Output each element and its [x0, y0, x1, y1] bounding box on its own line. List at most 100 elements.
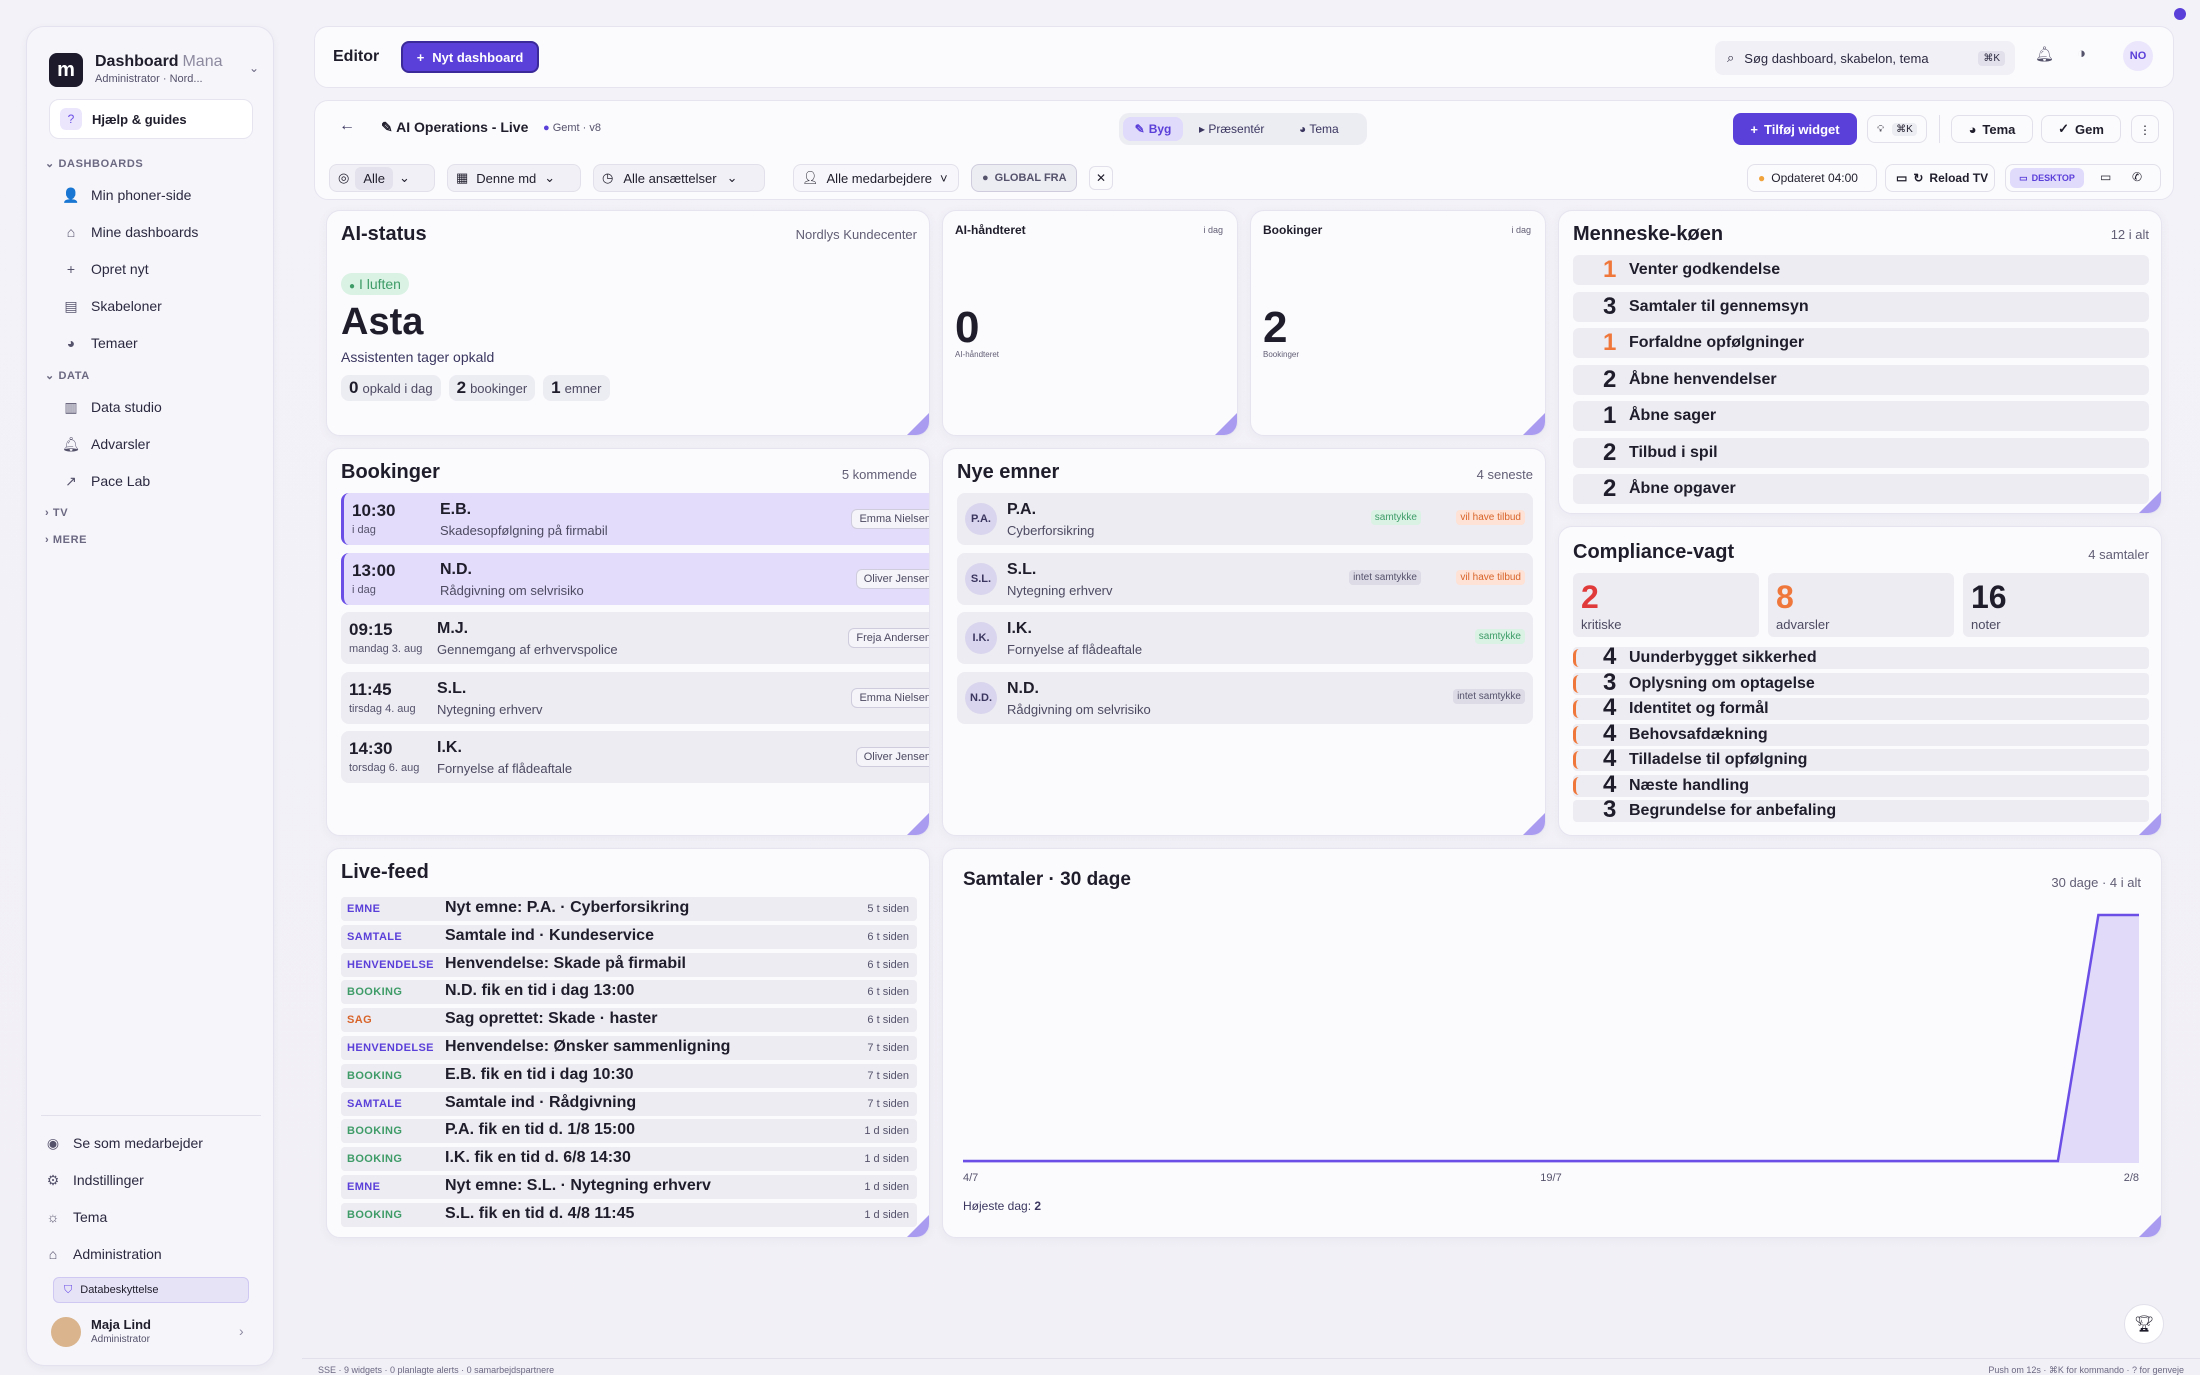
- sidebar-item-view-as-employee[interactable]: ◉ Se som medarbejder: [46, 1134, 203, 1152]
- global-filter-toggle[interactable]: ● GLOBAL FRA: [971, 164, 1077, 192]
- resize-handle[interactable]: [907, 1215, 929, 1237]
- lead-row[interactable]: I.K. I.K. Fornyelse af flådeaftale samtykke: [957, 612, 1533, 664]
- compliance-row[interactable]: 3 Oplysning om optagelse: [1573, 669, 2149, 696]
- help-button[interactable]: ? Hjælp & guides: [49, 99, 253, 139]
- filter-all[interactable]: ◎ Alle ⌄: [329, 164, 435, 192]
- compliance-row[interactable]: 4 Uunderbygget sikkerhed: [1573, 643, 2149, 670]
- resize-handle[interactable]: [2139, 491, 2161, 513]
- phone-icon[interactable]: ✆: [2132, 170, 2143, 184]
- back-arrow-icon[interactable]: ←: [339, 117, 355, 134]
- queue-row[interactable]: 2 Åbne henvendelser: [1573, 364, 2149, 395]
- sidebar-item-advarsler[interactable]: 🔔︎ Advarsler: [62, 435, 151, 453]
- device-desktop[interactable]: ▭ DESKTOP: [2010, 168, 2084, 188]
- tab-theme[interactable]: ◕ Tema: [1299, 122, 1339, 136]
- section-tv[interactable]: › TV: [45, 507, 69, 519]
- trophy-icon[interactable]: 🏆︎: [2124, 1304, 2164, 1344]
- reload-tv-button[interactable]: ▭ ↻ Reload TV: [1885, 164, 1995, 192]
- filter-employments[interactable]: ◷ Alle ansættelser ⌄: [593, 164, 765, 192]
- bell-icon: 🔔︎: [62, 435, 80, 452]
- save-button[interactable]: ✓ Gem: [2041, 115, 2121, 143]
- resize-handle[interactable]: [907, 813, 929, 835]
- brand-switcher[interactable]: Dashboard Mana Administrator · Nord...: [95, 53, 245, 85]
- queue-row[interactable]: 1 Åbne sager: [1573, 401, 2149, 431]
- booking-row[interactable]: 11:45 tirsdag 4. aug S.L. Nytegning erhverv…: [341, 671, 929, 724]
- queue-row[interactable]: 1 Forfaldne opfølgninger: [1573, 328, 2149, 358]
- feed-row[interactable]: SAMTALE Samtale ind · Kundeservice 6 t sid…: [341, 924, 917, 949]
- chevron-right-icon[interactable]: ›: [239, 1323, 244, 1339]
- booking-row[interactable]: 09:15 mandag 3. aug M.J. Gennemgang af erhv…: [341, 612, 929, 664]
- sidebar-item-data-studio[interactable]: ▥ Data studio: [64, 398, 162, 416]
- bell-icon[interactable]: 🔔︎: [2035, 46, 2055, 63]
- booking-row[interactable]: 10:30 i dag E.B. Skadesopfølgning på firmab…: [341, 493, 929, 545]
- sidebar-item-mine-dashboards[interactable]: ⌂ Mine dashboards: [63, 216, 263, 248]
- queue-row[interactable]: 2 Tilbud i spil: [1573, 437, 2149, 468]
- feed-row[interactable]: BOOKING I.K. fik en tid d. 6/8 14:30 1 d s…: [341, 1147, 917, 1172]
- tab-build[interactable]: ✎ Byg: [1123, 117, 1183, 141]
- sidebar-item-settings[interactable]: ⚙ Indstillinger: [46, 1171, 144, 1189]
- section-dashboards[interactable]: ⌄ DASHBOARDS: [45, 158, 144, 170]
- severity-marker: [1573, 725, 1579, 744]
- more-menu-icon[interactable]: ⋮: [2131, 115, 2159, 143]
- new-dashboard-button[interactable]: + Nyt dashboard: [401, 41, 539, 73]
- resize-handle[interactable]: [1523, 813, 1545, 835]
- feed-row[interactable]: BOOKING N.D. fik en tid i dag 13:00 6 t si…: [341, 980, 917, 1005]
- dashboard-name[interactable]: ✎ AI Operations - Live: [381, 119, 529, 135]
- card-period: i dag: [1203, 225, 1223, 235]
- feed-row[interactable]: BOOKING E.B. fik en tid i dag 10:30 7 t si…: [341, 1063, 917, 1088]
- theme-button[interactable]: ◕ Tema: [1951, 115, 2033, 143]
- filter-employees[interactable]: 👤︎ Alle medarbejdere ˅: [793, 164, 959, 192]
- tablet-icon[interactable]: ▭: [2100, 170, 2112, 184]
- dot-icon: ●: [982, 172, 989, 184]
- sidebar-item-theme[interactable]: ☼ Tema: [46, 1209, 108, 1225]
- assist-button[interactable]: 💡︎ ⌘K: [1867, 115, 1927, 143]
- compliance-row[interactable]: 4 Behovsafdækning: [1573, 720, 2149, 747]
- booking-row[interactable]: 13:00 i dag N.D. Rådgivning om selvrisiko Ol…: [341, 552, 929, 605]
- sidebar-item-opret-nyt[interactable]: + Opret nyt: [63, 253, 263, 285]
- search-input[interactable]: ⌕ Søg dashboard, skabelon, tema ⌘K: [1715, 41, 2015, 75]
- sidebar-item-skabeloner[interactable]: ▤ Skabeloner: [64, 297, 162, 315]
- chevron-down-icon[interactable]: ⌄: [249, 61, 260, 75]
- resize-handle[interactable]: [2139, 1215, 2161, 1237]
- clear-filter-icon[interactable]: ✕: [1089, 166, 1113, 190]
- contrast-icon[interactable]: ◑: [2077, 45, 2087, 62]
- sidebar-item-temaer[interactable]: ◕ Temaer: [63, 327, 263, 359]
- sidebar-item-pace-lab[interactable]: ↗ Pace Lab: [63, 465, 263, 497]
- compliance-row[interactable]: 4 Tilladelse til opfølgning: [1573, 745, 2149, 772]
- resize-handle[interactable]: [2139, 813, 2161, 835]
- resize-handle[interactable]: [1523, 413, 1545, 435]
- sidebar-item-min-phoner-side[interactable]: 👤 Min phoner-side: [62, 186, 192, 204]
- lead-row[interactable]: P.A. P.A. Cyberforsikring vil have tilbud sa…: [957, 493, 1533, 545]
- compliance-row[interactable]: 3 Begrundelse for anbefaling: [1573, 796, 2149, 823]
- privacy-badge[interactable]: ⛉ Databeskyttelse: [53, 1277, 249, 1303]
- queue-row[interactable]: 2 Åbne opgaver: [1573, 474, 2149, 504]
- queue-row[interactable]: 1 Venter godkendelse: [1573, 255, 2149, 285]
- feed-row[interactable]: SAG Sag oprettet: Skade · haster 6 t siden: [341, 1008, 917, 1033]
- compliance-row[interactable]: 4 Identitet og formål: [1573, 694, 2149, 721]
- lead-row[interactable]: N.D. N.D. Rådgivning om selvrisiko intet sa…: [957, 671, 1533, 724]
- feed-row[interactable]: HENVENDELSE Henvendelse: Ønsker sammenlig…: [341, 1036, 917, 1060]
- resize-handle[interactable]: [907, 413, 929, 435]
- section-more[interactable]: › MERE: [45, 534, 88, 546]
- booking-row[interactable]: 14:30 torsdag 6. aug I.K. Fornyelse af flåd…: [341, 731, 929, 783]
- feed-row[interactable]: BOOKING P.A. fik en tid d. 1/8 15:00 1 d s…: [341, 1119, 917, 1144]
- feed-row[interactable]: HENVENDELSE Henvendelse: Skade på firmabi…: [341, 952, 917, 977]
- tab-present[interactable]: ▸ Præsentér: [1199, 122, 1265, 136]
- feed-row[interactable]: EMNE Nyt emne: S.L. · Nytegning erhverv 1 …: [341, 1175, 917, 1199]
- lead-tag: intet samtykke: [1349, 569, 1421, 585]
- queue-row[interactable]: 3 Samtaler til gennemsyn: [1573, 291, 2149, 322]
- compliance-row[interactable]: 4 Næste handling: [1573, 771, 2149, 798]
- lead-name: N.D.: [1007, 679, 1039, 697]
- add-widget-button[interactable]: + Tilføj widget: [1733, 113, 1857, 145]
- stat-bookings: 2 bookinger: [448, 375, 536, 401]
- booking-desc: Skadesopfølgning på firmabil: [440, 523, 608, 538]
- sidebar-item-administration[interactable]: ⌂ Administration: [45, 1238, 245, 1270]
- lead-row[interactable]: S.L. S.L. Nytegning erhverv vil have tilbud…: [957, 552, 1533, 605]
- user-avatar[interactable]: NO: [2123, 41, 2153, 71]
- resize-handle[interactable]: [1215, 413, 1237, 435]
- feed-row[interactable]: SAMTALE Samtale ind · Rådgivning 7 t siden: [341, 1091, 917, 1116]
- section-data[interactable]: ⌄ DATA: [45, 370, 90, 382]
- severity-marker: [1573, 649, 1579, 667]
- feed-row[interactable]: EMNE Nyt emne: P.A. · Cyberforsikring 5 t …: [341, 897, 917, 921]
- feed-row[interactable]: BOOKING S.L. fik en tid d. 4/8 11:45 1 d s…: [341, 1202, 917, 1227]
- filter-period[interactable]: ▦ Denne md ⌄: [447, 164, 581, 192]
